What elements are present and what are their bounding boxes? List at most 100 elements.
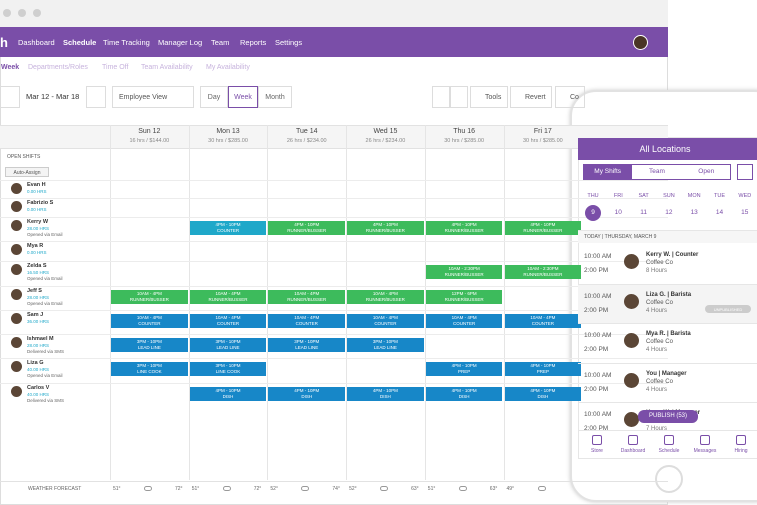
- employee-name: Mya R: [27, 243, 44, 249]
- shift-role: DISH: [380, 394, 391, 399]
- shift[interactable]: [425, 221, 503, 235]
- shift[interactable]: [111, 290, 188, 304]
- day-name: SAT: [638, 193, 649, 199]
- phone-tab[interactable]: Team: [648, 168, 665, 175]
- shift[interactable]: [425, 290, 503, 304]
- shift-time: 10AM - 4PM: [294, 315, 320, 320]
- next-button[interactable]: [86, 86, 106, 108]
- view-mode[interactable]: Month: [258, 86, 292, 108]
- bottom-nav-item[interactable]: Hiring: [734, 448, 748, 454]
- shift[interactable]: [268, 387, 346, 401]
- nav-item[interactable]: Schedule: [63, 38, 97, 47]
- shift[interactable]: [189, 221, 267, 235]
- avatar[interactable]: [633, 35, 648, 50]
- day-number[interactable]: 14: [715, 209, 724, 216]
- auto-assign[interactable]: Auto-Assign: [5, 167, 49, 177]
- employee-hours: 28.00 HRS: [27, 226, 50, 231]
- shift[interactable]: [189, 338, 267, 352]
- bottom-nav-item[interactable]: Dashboard: [620, 448, 646, 454]
- window-dot[interactable]: [33, 9, 41, 17]
- copy-button[interactable]: Co: [555, 86, 585, 108]
- shift[interactable]: [504, 314, 582, 328]
- shift[interactable]: [268, 338, 346, 352]
- employee-status: Opened via Email: [27, 232, 63, 237]
- employee-avatar: [11, 313, 22, 324]
- phone-tab[interactable]: Open: [698, 168, 715, 175]
- subnav-tab[interactable]: Team Availability: [141, 64, 193, 71]
- nav-item[interactable]: Team: [211, 38, 230, 47]
- shift[interactable]: [268, 314, 346, 328]
- shift[interactable]: [504, 362, 582, 376]
- shift-role: DISH: [537, 394, 549, 399]
- nav-item[interactable]: Manager Log: [158, 38, 203, 47]
- shift[interactable]: [111, 314, 188, 328]
- nav-item[interactable]: Settings: [275, 38, 303, 47]
- subnav-tab[interactable]: My Availability: [206, 64, 250, 71]
- shift-time: 10AM - 4PM: [372, 315, 398, 320]
- day-number[interactable]: 15: [741, 209, 749, 216]
- shift[interactable]: [504, 265, 582, 279]
- shift[interactable]: [425, 387, 503, 401]
- shift[interactable]: [189, 314, 267, 328]
- revert-button[interactable]: Revert: [510, 86, 552, 108]
- bottom-nav-item[interactable]: Messages: [693, 448, 717, 454]
- shift[interactable]: [189, 362, 267, 376]
- shift[interactable]: [504, 387, 582, 401]
- shift-time: 10AM - 4PM: [215, 315, 241, 320]
- day-number[interactable]: 12: [665, 209, 673, 216]
- shift[interactable]: [268, 221, 346, 235]
- row-line: [0, 261, 668, 262]
- day-label: Sun 12: [138, 128, 161, 135]
- shift[interactable]: [111, 338, 188, 352]
- day-number[interactable]: 9: [591, 209, 595, 216]
- shift[interactable]: [347, 314, 424, 328]
- bottom-nav-item[interactable]: Schedule: [658, 448, 680, 454]
- nav-item[interactable]: Time Tracking: [103, 38, 150, 47]
- shift[interactable]: [347, 221, 424, 235]
- entry-line: [578, 362, 757, 364]
- filter-button[interactable]: [737, 164, 753, 180]
- employee-avatar: [11, 361, 22, 372]
- home-button[interactable]: [655, 465, 683, 493]
- shift[interactable]: [425, 265, 503, 279]
- shift[interactable]: [347, 338, 424, 352]
- bottom-nav-item[interactable]: Store: [591, 448, 603, 454]
- nav-icon: [664, 435, 674, 445]
- shift[interactable]: [425, 362, 503, 376]
- day-summary: 30 hrs / $285.00: [444, 138, 485, 144]
- shift[interactable]: [189, 290, 267, 304]
- shift[interactable]: [268, 290, 346, 304]
- prev-button[interactable]: [0, 86, 20, 108]
- nav-item[interactable]: Dashboard: [18, 38, 55, 47]
- view-mode[interactable]: Day: [200, 86, 228, 108]
- view-mode[interactable]: Week: [228, 86, 258, 108]
- subnav-tab[interactable]: Time Off: [102, 64, 129, 71]
- shift[interactable]: [347, 290, 424, 304]
- window-dot[interactable]: [18, 9, 26, 17]
- subnav-tab[interactable]: Week: [1, 64, 20, 71]
- view-select[interactable]: Employee View: [112, 86, 194, 108]
- shift[interactable]: [111, 362, 188, 376]
- shift-time: 3PM - 10PM: [215, 363, 241, 368]
- shift[interactable]: [425, 314, 503, 328]
- shift-time: 4PM - 10PM: [294, 222, 320, 227]
- shift-role: PREP: [536, 369, 549, 374]
- day-number[interactable]: 11: [640, 209, 647, 216]
- print-button[interactable]: [432, 86, 450, 108]
- shift[interactable]: [189, 387, 267, 401]
- shift[interactable]: [347, 387, 424, 401]
- nav-item[interactable]: Reports: [240, 38, 267, 47]
- shift-time: 4PM - 10PM: [215, 222, 241, 227]
- search-button[interactable]: [450, 86, 468, 108]
- day-number[interactable]: 10: [614, 209, 622, 216]
- subnav-tab[interactable]: Departments/Roles: [28, 64, 88, 71]
- day-number[interactable]: 13: [690, 209, 698, 216]
- shift[interactable]: [504, 221, 582, 235]
- phone-tab[interactable]: My Shifts: [583, 164, 633, 180]
- weather-temp: 51°: [427, 486, 436, 492]
- end-time: 2:00 PM: [584, 267, 609, 274]
- bottom-nav: [578, 430, 757, 431]
- publish-button[interactable]: PUBLISH (53): [638, 410, 698, 423]
- tools-button[interactable]: Tools: [470, 86, 508, 108]
- window-dot[interactable]: [3, 9, 11, 17]
